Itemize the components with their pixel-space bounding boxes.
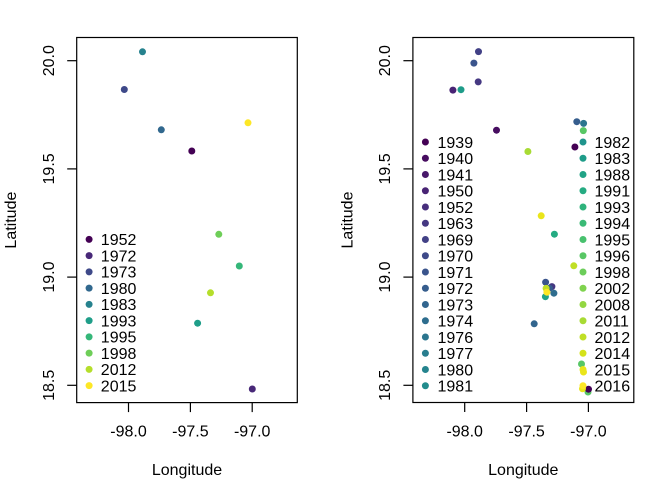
svg-text:1996: 1996 [595, 249, 631, 266]
svg-text:2002: 2002 [595, 281, 631, 298]
svg-text:1994: 1994 [595, 216, 631, 233]
svg-text:1988: 1988 [595, 167, 631, 184]
svg-text:18.5: 18.5 [377, 370, 394, 401]
svg-text:19.0: 19.0 [41, 261, 58, 292]
svg-text:2015: 2015 [595, 362, 631, 379]
svg-text:Longitude: Longitude [488, 462, 558, 479]
svg-text:20.0: 20.0 [41, 45, 58, 76]
svg-text:-97.0: -97.0 [570, 423, 607, 440]
svg-text:Latitude: Latitude [339, 191, 356, 248]
svg-text:1952: 1952 [438, 200, 474, 217]
svg-text:18.5: 18.5 [41, 370, 58, 401]
svg-text:1995: 1995 [101, 330, 137, 347]
svg-text:2015: 2015 [101, 378, 137, 395]
svg-text:1974: 1974 [438, 314, 474, 331]
svg-text:1998: 1998 [595, 265, 631, 282]
svg-text:1980: 1980 [438, 362, 474, 379]
svg-text:1983: 1983 [101, 297, 137, 314]
svg-text:1977: 1977 [438, 346, 474, 363]
svg-text:1941: 1941 [438, 167, 474, 184]
svg-text:1963: 1963 [438, 216, 474, 233]
svg-text:2011: 2011 [595, 314, 630, 331]
svg-text:1995: 1995 [595, 232, 631, 249]
svg-text:1972: 1972 [438, 281, 474, 298]
svg-text:1983: 1983 [595, 151, 631, 168]
svg-text:20.0: 20.0 [377, 45, 394, 76]
svg-text:2016: 2016 [595, 379, 631, 396]
svg-text:1971: 1971 [438, 265, 474, 282]
svg-text:2008: 2008 [595, 297, 631, 314]
svg-text:1950: 1950 [438, 184, 474, 201]
svg-text:Longitude: Longitude [152, 462, 222, 479]
svg-text:19.5: 19.5 [377, 153, 394, 184]
svg-text:1969: 1969 [438, 232, 474, 249]
svg-text:2012: 2012 [101, 362, 137, 379]
svg-text:1991: 1991 [595, 184, 631, 201]
svg-text:1976: 1976 [438, 330, 474, 347]
svg-text:2012: 2012 [595, 330, 631, 347]
svg-text:1970: 1970 [438, 249, 474, 266]
svg-text:1973: 1973 [101, 265, 137, 282]
svg-text:Latitude: Latitude [3, 192, 20, 249]
svg-text:-98.0: -98.0 [446, 423, 483, 440]
svg-text:1981: 1981 [438, 379, 474, 396]
svg-text:19.5: 19.5 [41, 153, 58, 184]
svg-text:1940: 1940 [438, 151, 474, 168]
svg-text:2014: 2014 [595, 346, 631, 363]
svg-text:-98.0: -98.0 [110, 423, 147, 440]
svg-text:-97.0: -97.0 [234, 423, 271, 440]
svg-text:1993: 1993 [595, 200, 631, 217]
svg-text:1952: 1952 [101, 232, 137, 249]
svg-text:-97.5: -97.5 [172, 423, 209, 440]
svg-text:-97.5: -97.5 [508, 423, 545, 440]
svg-text:1982: 1982 [595, 135, 631, 152]
svg-text:1998: 1998 [101, 346, 137, 363]
svg-text:19.0: 19.0 [377, 261, 394, 292]
svg-text:1972: 1972 [101, 248, 137, 265]
svg-text:1993: 1993 [101, 313, 137, 330]
svg-text:1939: 1939 [438, 135, 474, 152]
svg-text:1973: 1973 [438, 297, 474, 314]
svg-text:1980: 1980 [101, 281, 137, 298]
